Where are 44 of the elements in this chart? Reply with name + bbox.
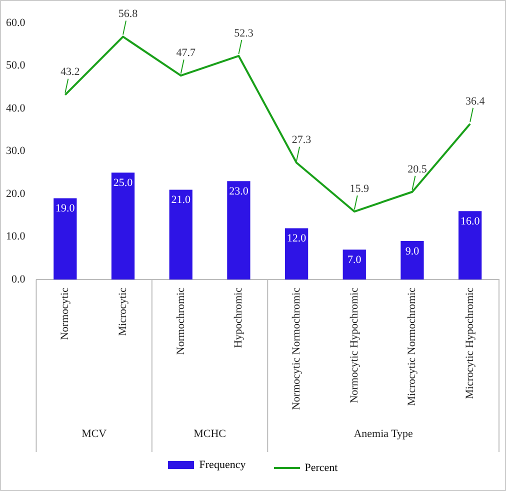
y-tick-label: 30.0 (6, 145, 26, 158)
data-label: 25.0 (113, 177, 134, 190)
x-tick-label: Normocytic Hypochromic (348, 287, 360, 404)
x-tick-label: Hypochromic (232, 287, 245, 348)
data-label: 47.7 (176, 46, 196, 59)
x-tick-label: Microcytic (116, 287, 129, 336)
bar (458, 211, 482, 280)
data-label: 19.0 (56, 202, 76, 215)
text: Anemia Type (354, 428, 414, 440)
text: MCV (82, 428, 107, 440)
data-label: 9.0 (405, 245, 420, 258)
y-tick-label: 40.0 (6, 102, 26, 114)
data-label: 20.5 (408, 163, 428, 176)
data-label: 15.9 (350, 182, 370, 195)
legend-label: Percent (304, 462, 338, 474)
data-label: 12.0 (286, 232, 307, 245)
data-label: 16.0 (460, 215, 480, 228)
x-tick-label: Microcytic Hypochromic (464, 287, 476, 400)
bar (284, 228, 308, 280)
y-tick-label: 20.0 (6, 188, 26, 200)
y-tick-label: 50.0 (6, 60, 26, 72)
y-tick-label: 60.0 (6, 16, 26, 29)
data-label: 52.3 (234, 27, 254, 40)
bar (111, 172, 135, 280)
data-label: 21.0 (171, 194, 191, 206)
bar (227, 181, 250, 280)
y-tick-label: 10.0 (6, 230, 26, 243)
data-label: 7.0 (348, 254, 362, 266)
data-label: 43.2 (60, 66, 80, 78)
bar (400, 241, 424, 280)
bar (54, 198, 77, 280)
data-label: 27.3 (292, 134, 312, 146)
bar (169, 190, 192, 280)
data-label: 56.8 (118, 8, 138, 20)
text: MCHC (194, 428, 226, 440)
data-label: 23.0 (229, 186, 249, 198)
x-tick-label: Normocytic Normochromic (290, 287, 302, 410)
x-tick-label: Normochromic (174, 287, 187, 355)
data-label: 36.4 (465, 95, 486, 108)
x-tick-label: Microcytic Normochromic (406, 287, 418, 406)
legend-label: Frequency (198, 459, 246, 471)
y-tick-label: 0.0 (12, 273, 26, 286)
x-tick-label: Normocytic (59, 287, 72, 340)
bar (342, 250, 366, 280)
